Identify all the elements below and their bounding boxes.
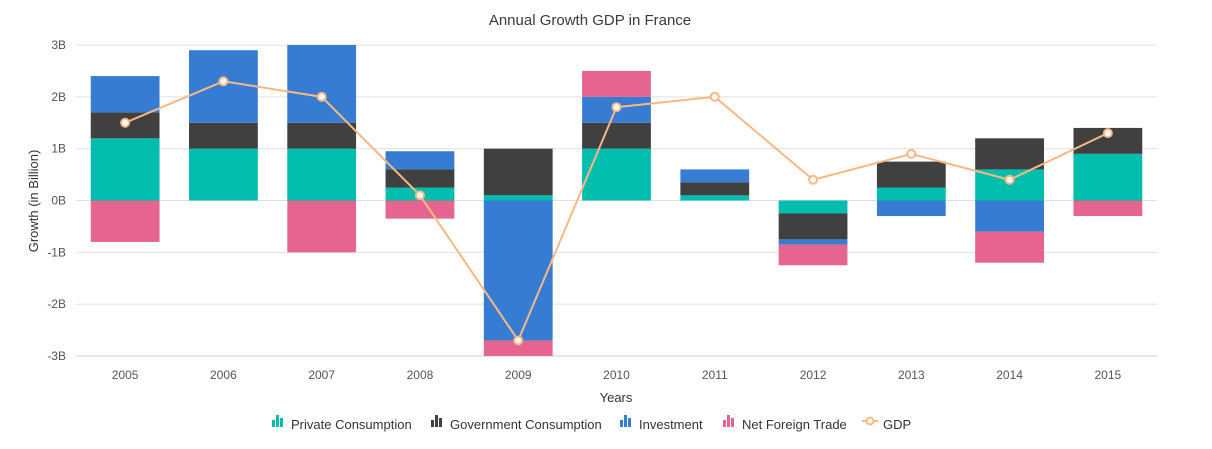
bar-net-foreign-trade-2015 bbox=[1073, 200, 1143, 217]
bar-net-foreign-trade-2008 bbox=[385, 200, 455, 219]
legend-label: GDP bbox=[883, 417, 911, 432]
column-series-icon bbox=[431, 415, 442, 427]
bar-net-foreign-trade-2010 bbox=[582, 70, 651, 97]
gdp-point-2007 bbox=[316, 91, 327, 102]
x-tick-label: 2005 bbox=[112, 368, 139, 382]
bar-investment-2005 bbox=[90, 76, 160, 113]
y-axis-ticks: 3B 2B 1B 0B -1B -2B -3B bbox=[47, 38, 66, 363]
bar-private-consumption-2012 bbox=[778, 200, 848, 214]
legend-item-government-consumption[interactable]: Government Consumption bbox=[431, 415, 602, 432]
bar-private-consumption-2007 bbox=[287, 148, 357, 201]
bar-net-foreign-trade-2005 bbox=[90, 200, 160, 242]
bar-investment-2014 bbox=[975, 200, 1044, 232]
bar-government-consumption-2006 bbox=[189, 122, 258, 149]
x-tick-label: 2010 bbox=[603, 368, 630, 382]
bar-government-consumption-2014 bbox=[975, 138, 1044, 170]
y-tick-label: 2B bbox=[51, 90, 66, 104]
gdp-point-2009 bbox=[513, 335, 524, 346]
bar-government-consumption-2011 bbox=[680, 182, 750, 196]
bar-investment-2012 bbox=[778, 239, 848, 245]
bar-private-consumption-2009 bbox=[483, 195, 553, 201]
legend-item-private-consumption[interactable]: Private Consumption bbox=[272, 415, 412, 432]
legend-label: Private Consumption bbox=[291, 417, 412, 432]
legend: Private Consumption Government Consumptio… bbox=[272, 415, 911, 432]
x-axis-ticks: 2005 2006 2007 2008 2009 2010 2011 2012 2013 2014… bbox=[112, 368, 1122, 382]
x-tick-label: 2012 bbox=[800, 368, 827, 382]
line-series-icon bbox=[862, 416, 878, 426]
bar-investment-2013 bbox=[876, 200, 946, 217]
y-tick-label: -2B bbox=[47, 297, 66, 311]
bar-private-consumption-2013 bbox=[876, 187, 946, 201]
bar-private-consumption-2010 bbox=[582, 148, 651, 201]
bar-net-foreign-trade-2012 bbox=[778, 244, 848, 266]
bar-government-consumption-2007 bbox=[287, 122, 357, 149]
gdp-point-2011 bbox=[709, 91, 720, 102]
bar-government-consumption-2010 bbox=[582, 122, 651, 149]
chart-title: Annual Growth GDP in France bbox=[489, 12, 691, 29]
column-series-icon bbox=[272, 415, 283, 427]
gdp-point-2013 bbox=[906, 148, 917, 159]
gdp-point-2005 bbox=[120, 117, 131, 128]
column-series-icon bbox=[620, 415, 631, 427]
x-tick-label: 2011 bbox=[702, 368, 728, 382]
bar-private-consumption-2015 bbox=[1073, 153, 1143, 201]
legend-item-investment[interactable]: Investment bbox=[620, 415, 703, 432]
gdp-point-2010 bbox=[611, 102, 622, 113]
x-tick-label: 2014 bbox=[996, 368, 1023, 382]
gdp-point-2008 bbox=[414, 190, 425, 201]
bar-net-foreign-trade-2014 bbox=[975, 231, 1044, 263]
bar-net-foreign-trade-2009 bbox=[483, 340, 553, 356]
x-tick-label: 2009 bbox=[505, 368, 532, 382]
legend-item-gdp[interactable]: GDP bbox=[862, 416, 911, 432]
bar-government-consumption-2013 bbox=[876, 161, 946, 188]
bar-net-foreign-trade-2007 bbox=[287, 200, 357, 253]
x-tick-label: 2013 bbox=[898, 368, 925, 382]
column-series-icon bbox=[723, 415, 734, 427]
y-tick-label: -1B bbox=[47, 245, 66, 259]
bar-investment-2006 bbox=[189, 50, 258, 123]
x-tick-label: 2006 bbox=[210, 368, 237, 382]
bar-government-consumption-2009 bbox=[483, 148, 553, 196]
gdp-point-2014 bbox=[1004, 174, 1015, 185]
bar-investment-2009 bbox=[483, 200, 553, 341]
y-tick-label: -3B bbox=[47, 349, 66, 363]
y-tick-label: 1B bbox=[51, 142, 66, 156]
bar-private-consumption-2006 bbox=[189, 148, 258, 201]
bar-private-consumption-2005 bbox=[90, 138, 160, 201]
legend-label: Investment bbox=[639, 417, 703, 432]
bar-government-consumption-2008 bbox=[385, 169, 455, 188]
bar-investment-2007 bbox=[287, 45, 357, 123]
gdp-point-2006 bbox=[218, 76, 229, 87]
x-tick-label: 2008 bbox=[407, 368, 434, 382]
x-axis-label: Years bbox=[600, 390, 633, 405]
y-tick-label: 0B bbox=[51, 194, 66, 208]
y-axis-label: Growth (in Billion) bbox=[26, 150, 41, 253]
bar-investment-2008 bbox=[385, 151, 455, 170]
bar-private-consumption-2011 bbox=[680, 195, 750, 201]
gdp-point-2012 bbox=[808, 174, 819, 185]
x-tick-label: 2007 bbox=[308, 368, 335, 382]
bar-government-consumption-2012 bbox=[778, 213, 848, 240]
gdp-line bbox=[120, 76, 1113, 346]
legend-item-net-foreign-trade[interactable]: Net Foreign Trade bbox=[723, 415, 847, 432]
gdp-point-2015 bbox=[1102, 128, 1113, 139]
x-tick-label: 2015 bbox=[1095, 368, 1122, 382]
legend-label: Net Foreign Trade bbox=[742, 417, 847, 432]
y-tick-label: 3B bbox=[51, 38, 66, 52]
bar-investment-2011 bbox=[680, 169, 750, 183]
bars bbox=[90, 45, 1143, 356]
legend-label: Government Consumption bbox=[450, 417, 602, 432]
